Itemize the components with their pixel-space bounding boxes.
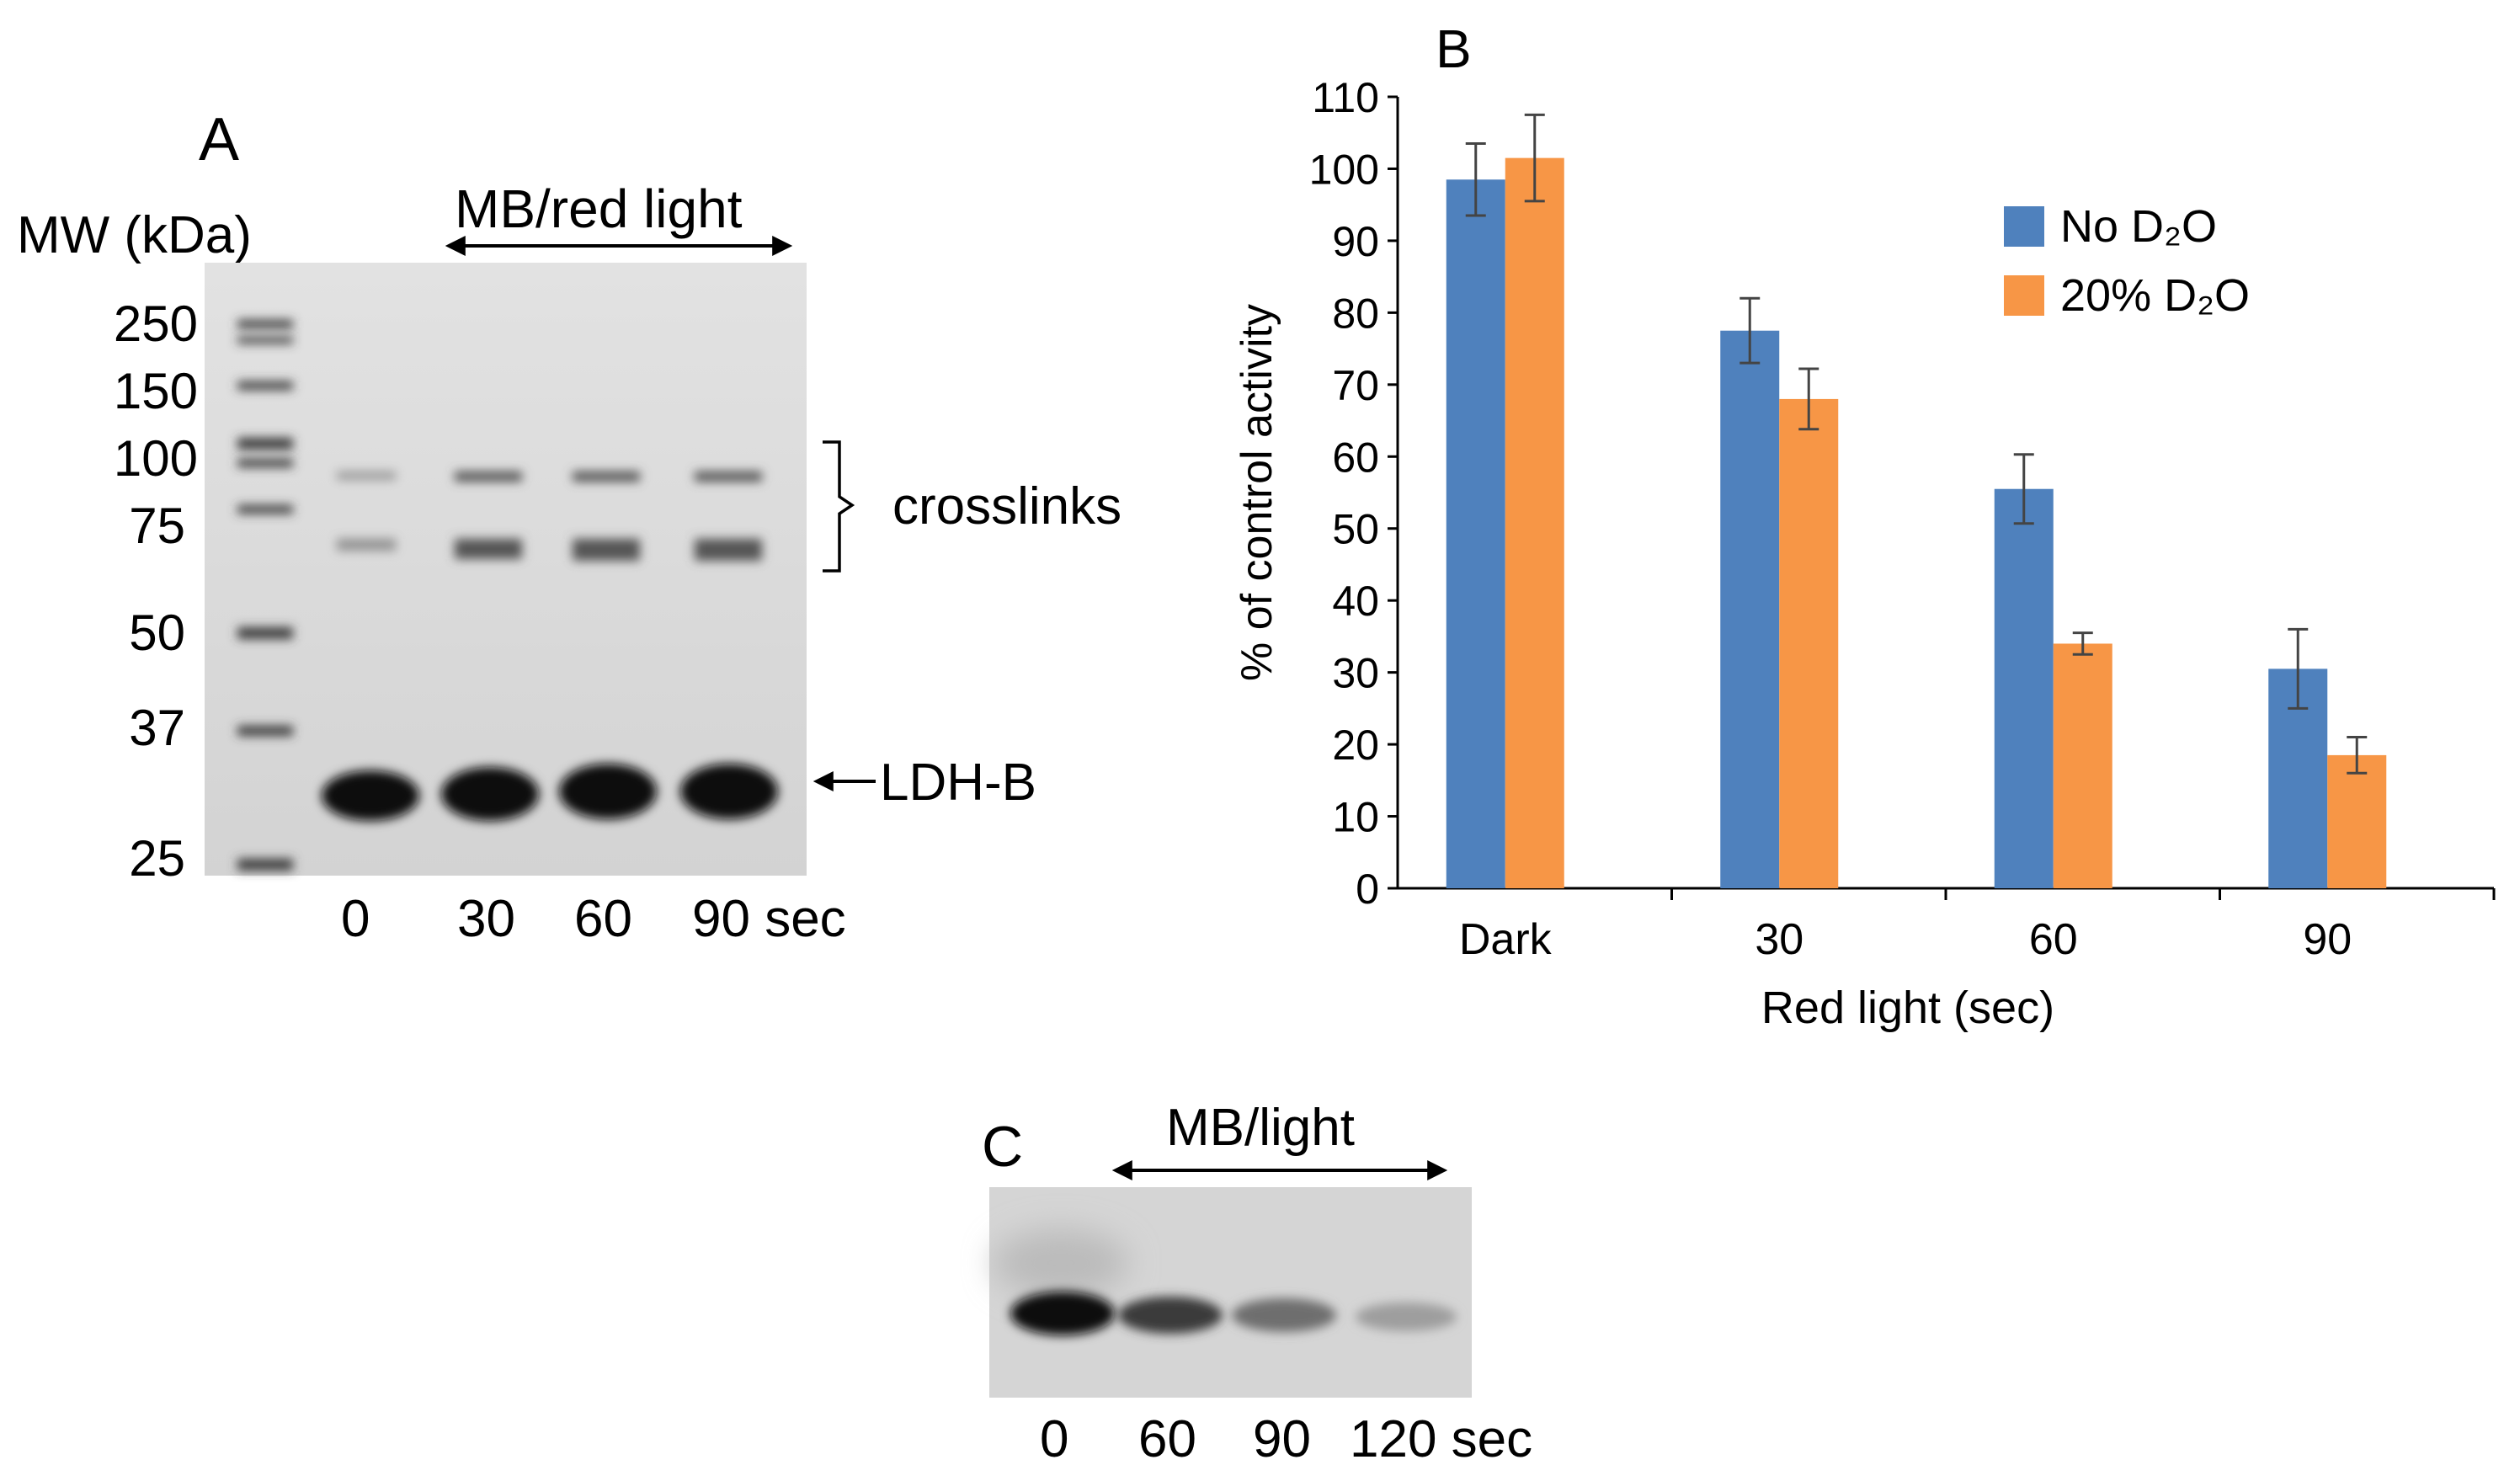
- panel-c-letter: C: [982, 1115, 1023, 1179]
- y-tick-label: 20: [1332, 722, 1379, 769]
- lane-labels-a: 0 30 60 90 sec: [341, 890, 846, 948]
- gel-c-smear: [994, 1229, 1128, 1297]
- legend-swatch: [2004, 275, 2044, 316]
- lane-label: 60: [574, 890, 632, 948]
- lane-label: 0: [341, 890, 370, 948]
- crosslinks-label: crosslinks: [892, 477, 1121, 535]
- ldh-band-lane60: [559, 764, 657, 819]
- treatment-label-c: MB/light: [1166, 1099, 1355, 1157]
- x-axis-title: Red light (sec): [1761, 983, 2054, 1033]
- crosslink-band-lane90: [695, 539, 762, 561]
- y-tick-label: 70: [1332, 362, 1379, 409]
- crosslink-band-lane0: [337, 539, 396, 551]
- gel-c-bands: [1010, 1292, 1457, 1335]
- y-tick-label: 0: [1356, 866, 1379, 913]
- ladder-band: [237, 627, 293, 639]
- ladder-band: [237, 859, 293, 871]
- panel-b: B 0 10 20 30 40 50 60 70 80 90 100 110 % of control …: [1233, 19, 2496, 1033]
- bar-20pct-d2o: [2053, 643, 2112, 888]
- bar-20pct-d2o: [1505, 157, 1564, 889]
- crosslink-bands: [337, 471, 762, 561]
- mw-marker: 150: [114, 363, 198, 419]
- y-tick-label: 60: [1332, 434, 1379, 481]
- x-tick-label: 30: [1755, 915, 1803, 964]
- mw-marker: 250: [114, 296, 198, 352]
- legend-label: 20% D₂O: [2060, 270, 2250, 321]
- x-tick-label: 60: [2029, 915, 2078, 964]
- treatment-label-a: MB/red light: [455, 178, 743, 239]
- y-tick-label: 30: [1332, 650, 1379, 697]
- mw-marker: 37: [129, 700, 185, 756]
- crosslink-band-lane90: [695, 471, 762, 482]
- mw-marker: 50: [129, 605, 185, 661]
- ladder-band: [237, 320, 293, 328]
- lane-label: 30: [457, 890, 515, 948]
- panel-b-letter: B: [1436, 19, 1472, 79]
- gel-c-band-lane0: [1010, 1292, 1115, 1335]
- y-tick-label: 80: [1332, 290, 1379, 337]
- gel-c-band-lane90: [1232, 1298, 1336, 1332]
- ladder-band: [237, 337, 293, 344]
- crosslinks-bracket: [823, 440, 855, 573]
- crosslink-band-lane30: [455, 539, 522, 559]
- crosslink-band-lane60: [573, 539, 640, 561]
- bar-no-d2o: [1446, 179, 1505, 889]
- ldh-label: LDH-B: [880, 754, 1036, 812]
- x-tick-label: 90: [2303, 915, 2352, 964]
- ldh-band-lane90: [680, 764, 778, 819]
- ladder-band: [237, 505, 293, 514]
- panel-a-letter: A: [199, 106, 239, 173]
- bar-no-d2o: [1720, 330, 1780, 888]
- gel-c-band-lane60: [1118, 1297, 1223, 1334]
- bar-chart: 0 10 20 30 40 50 60 70 80 90 100 110 % of control ac…: [1233, 74, 2496, 1033]
- lane-labels-c: 0 60 90 120 sec: [1040, 1410, 1532, 1468]
- ladder-band: [237, 726, 293, 736]
- ldh-band-lane30: [441, 767, 539, 821]
- gel-c-band-lane120: [1356, 1303, 1457, 1331]
- lane-label: 90: [1253, 1410, 1311, 1468]
- lane-label: 90 sec: [692, 890, 846, 948]
- lane-label: 0: [1040, 1410, 1068, 1468]
- x-tick-label: Dark: [1459, 915, 1553, 964]
- lane-label: 60: [1138, 1410, 1196, 1468]
- y-tick-label: 110: [1312, 74, 1379, 121]
- crosslink-band-lane0: [337, 471, 396, 480]
- ldh-band-lane0: [322, 770, 419, 821]
- lane-label: 120 sec: [1350, 1410, 1532, 1468]
- y-tick-label: 90: [1332, 218, 1379, 265]
- ladder-band: [237, 381, 293, 390]
- mw-marker: 25: [129, 830, 185, 887]
- crosslink-band-lane30: [455, 471, 522, 482]
- crosslink-band-lane60: [573, 471, 640, 482]
- y-tick-label: 40: [1332, 578, 1379, 625]
- ladder-lane: [237, 320, 293, 871]
- ldh-bands: [301, 764, 807, 821]
- legend-swatch: [2004, 206, 2044, 247]
- panel-a: A MW (kDa) MB/red light: [17, 106, 1121, 948]
- ladder-band: [237, 438, 293, 450]
- mw-marker: 100: [114, 430, 198, 487]
- y-tick-label: 100: [1309, 146, 1379, 193]
- bar-20pct-d2o: [1779, 398, 1839, 889]
- ladder-band: [237, 459, 293, 467]
- y-axis-title: % of control activity: [1233, 304, 1281, 681]
- bar-no-d2o: [1994, 488, 2054, 888]
- y-tick-label: 10: [1332, 794, 1379, 841]
- legend-label: No D₂O: [2060, 201, 2217, 252]
- panel-c: C MB/light 0 60 90 120 sec: [982, 1099, 1532, 1468]
- bar-20pct-d2o: [2327, 754, 2387, 888]
- mw-axis-label: MW (kDa): [17, 206, 252, 264]
- mw-markers: 250 150 100 75 50 37 25: [114, 296, 198, 887]
- mw-marker: 75: [129, 498, 185, 554]
- y-tick-label: 50: [1332, 506, 1379, 553]
